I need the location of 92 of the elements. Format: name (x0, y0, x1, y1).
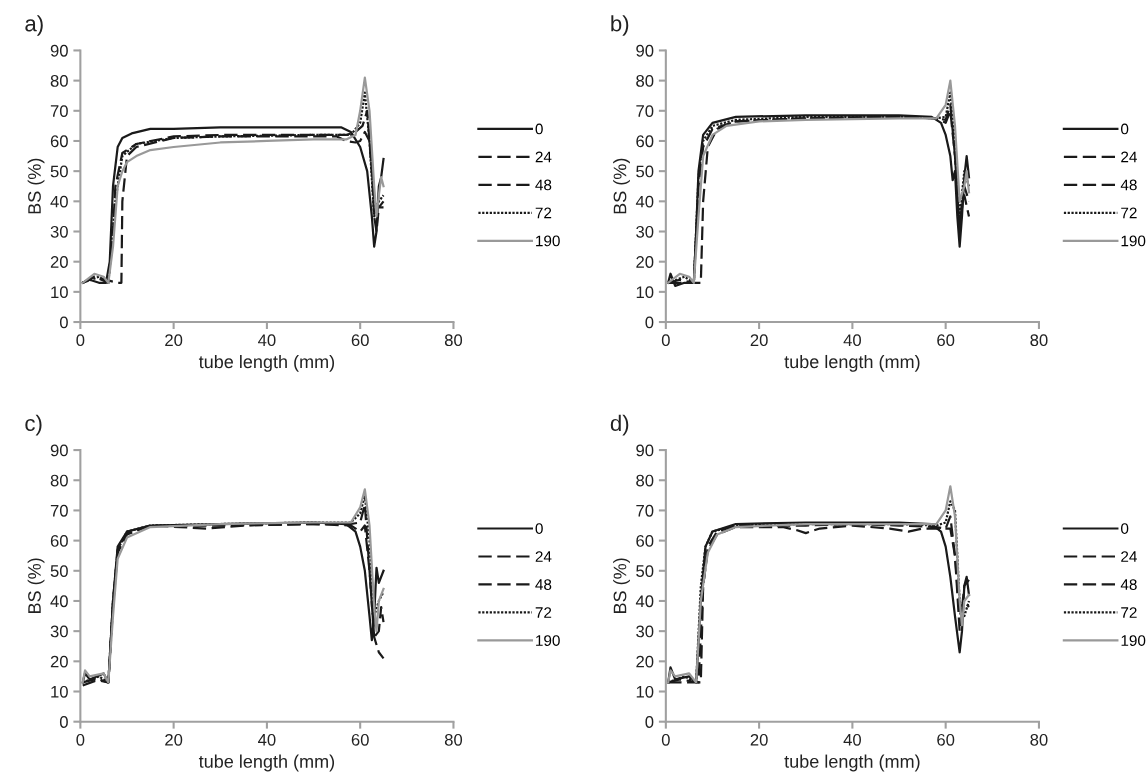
legend-label: 190 (536, 235, 560, 247)
x-tick-label: 0 (76, 334, 85, 347)
y-tick-label: 50 (636, 165, 654, 178)
y-tick-label: 50 (50, 565, 68, 577)
y-tick-label: 70 (636, 105, 654, 117)
chart-title: a) (25, 15, 43, 36)
x-tick-label: 80 (1030, 334, 1048, 347)
x-tick-label: 60 (351, 334, 369, 347)
y-tick-label: 70 (50, 105, 68, 117)
y-tick-label: 40 (635, 195, 654, 208)
x-tick-label: 0 (661, 733, 670, 746)
x-tick-label: 0 (661, 334, 670, 347)
legend-label: 0 (1121, 523, 1129, 534)
legend-label: 48 (1120, 179, 1137, 191)
y-tick-label: 80 (636, 474, 654, 487)
y-tick-label: 30 (636, 225, 654, 238)
x-axis-title: tube length (mm) (198, 354, 335, 372)
y-tick-label: 10 (51, 286, 68, 299)
y-tick-label: 20 (50, 655, 68, 668)
y-tick-label: 60 (636, 135, 654, 148)
y-tick-label: 20 (636, 655, 654, 668)
y-tick-label: 30 (50, 225, 68, 238)
legend-label: 0 (535, 123, 543, 135)
y-tick-label: 50 (50, 165, 68, 178)
legend-label: 24 (1121, 151, 1137, 163)
legend-label: 72 (535, 607, 552, 618)
y-tick-label: 60 (636, 535, 654, 547)
legend-label: 48 (535, 179, 552, 191)
y-axis-title: BS (%) (613, 558, 630, 613)
y-tick-label: 0 (645, 316, 654, 329)
x-tick-label: 20 (165, 334, 183, 347)
y-tick-label: 90 (636, 44, 654, 57)
y-tick-label: 20 (636, 256, 654, 268)
y-tick-label: 0 (59, 716, 68, 728)
legend-label: 190 (536, 635, 560, 646)
x-tick-label: 40 (258, 334, 276, 347)
legend-label: 72 (1121, 207, 1137, 219)
y-tick-label: 20 (50, 256, 68, 268)
chart-title: c) (25, 414, 42, 436)
y-tick-label: 90 (50, 444, 68, 457)
x-tick-label: 20 (165, 733, 183, 746)
y-tick-label: 10 (636, 685, 654, 698)
legend-label: 0 (535, 523, 543, 534)
y-tick-label: 80 (50, 474, 68, 487)
x-axis-title: tube length (mm) (198, 754, 335, 772)
y-tick-label: 40 (50, 195, 68, 208)
x-tick-label: 60 (351, 733, 369, 746)
y-tick-label: 40 (635, 595, 654, 608)
y-axis-title: BS (%) (613, 158, 630, 214)
legend-label: 48 (535, 579, 552, 590)
x-axis-title: tube length (mm) (784, 754, 920, 772)
x-tick-label: 0 (76, 733, 85, 746)
x-tick-label: 80 (444, 334, 463, 347)
y-tick-label: 0 (59, 316, 68, 329)
y-tick-label: 90 (50, 44, 68, 57)
x-tick-label: 80 (444, 733, 463, 746)
y-tick-label: 80 (50, 75, 68, 87)
legend-label: 72 (535, 207, 552, 219)
y-tick-label: 30 (636, 625, 654, 638)
y-tick-label: 10 (51, 685, 68, 698)
y-tick-label: 10 (636, 286, 654, 299)
x-tick-label: 40 (843, 334, 862, 347)
y-tick-label: 80 (636, 75, 654, 87)
y-tick-label: 30 (50, 625, 68, 638)
x-tick-label: 80 (1030, 733, 1048, 746)
x-tick-label: 60 (937, 334, 955, 347)
y-tick-label: 50 (636, 565, 654, 577)
legend-label: 24 (535, 151, 552, 163)
legend-label: 48 (1120, 579, 1137, 590)
x-tick-label: 20 (750, 334, 768, 347)
x-tick-label: 40 (258, 733, 276, 746)
y-axis-title: BS (%) (27, 158, 45, 214)
legend-label: 72 (1121, 607, 1137, 618)
legend-label: 190 (1121, 635, 1146, 646)
x-tick-label: 20 (750, 733, 768, 746)
x-axis-title: tube length (mm) (784, 354, 920, 372)
y-tick-label: 60 (50, 135, 68, 148)
y-tick-label: 70 (636, 504, 654, 517)
y-tick-label: 70 (50, 504, 68, 517)
x-tick-label: 60 (937, 733, 955, 746)
y-tick-label: 60 (50, 535, 68, 547)
chart-title: b) (611, 15, 629, 36)
legend-label: 24 (1121, 551, 1137, 562)
x-tick-label: 40 (843, 733, 862, 746)
legend-label: 0 (1121, 123, 1129, 135)
y-tick-label: 40 (50, 595, 68, 608)
chart-title: d) (610, 414, 629, 436)
legend-label: 190 (1121, 235, 1146, 247)
legend-label: 24 (535, 551, 552, 562)
y-axis-title: BS (%) (27, 558, 45, 613)
y-tick-label: 0 (645, 716, 654, 728)
y-tick-label: 90 (636, 444, 654, 457)
